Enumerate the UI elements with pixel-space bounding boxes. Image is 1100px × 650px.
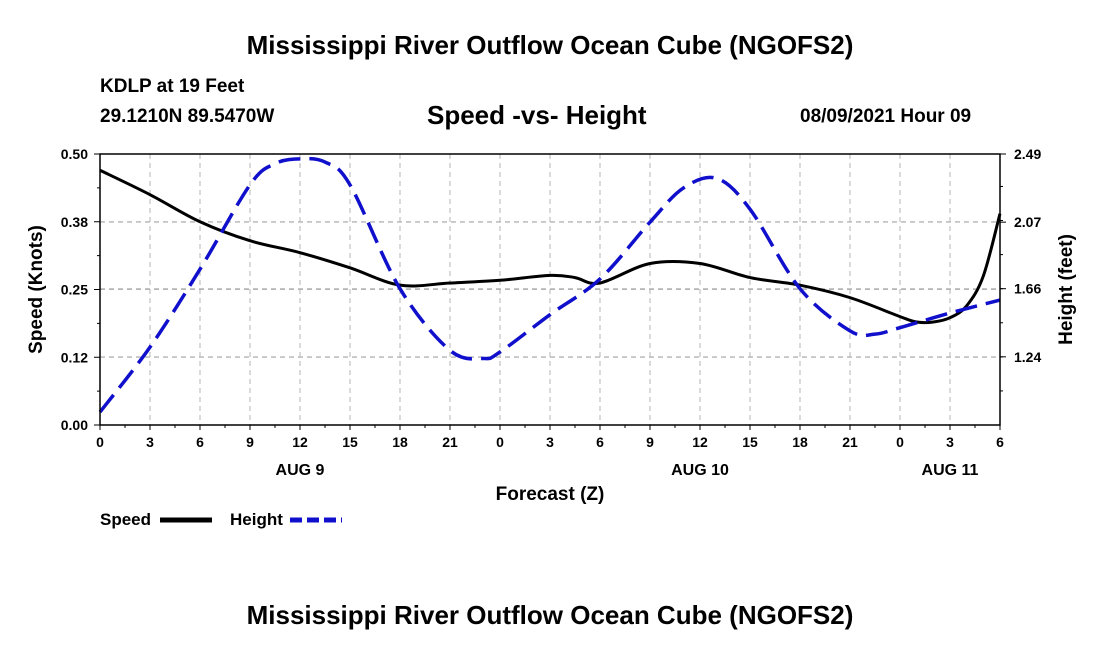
x-tick-label: 21 <box>442 434 458 450</box>
chart-subtitle: Speed -vs- Height <box>427 100 647 130</box>
y-tick-label: 0.38 <box>61 214 88 230</box>
data-series <box>98 156 1002 414</box>
y2-tick-label: 2.07 <box>1014 214 1041 230</box>
x-tick-label: 0 <box>496 434 504 450</box>
speed-series-line <box>99 168 1002 325</box>
grid <box>100 153 1000 425</box>
x-tick-label: 3 <box>146 434 154 450</box>
x-tick-label: 12 <box>292 434 308 450</box>
x-tick-label: 18 <box>392 434 408 450</box>
x-tick-label: 6 <box>596 434 604 450</box>
y2-axis-label: Height (feet) <box>1056 234 1077 345</box>
x-tick-label: 6 <box>196 434 204 450</box>
x-tick-label: 0 <box>896 434 904 450</box>
x-tick-label: 15 <box>742 434 758 450</box>
day-label: AUG 11 <box>922 462 979 479</box>
chart-title: Mississippi River Outflow Ocean Cube (NG… <box>246 30 854 60</box>
day-label: AUG 9 <box>276 462 325 479</box>
legend-speed-label: Speed <box>100 510 151 529</box>
y2-tick-label: 1.24 <box>1014 349 1041 365</box>
y-axis-label: Speed (Knots) <box>26 225 47 354</box>
x-tick-label: 6 <box>996 434 1004 450</box>
x-tick-label: 18 <box>792 434 808 450</box>
legend: Speed Height <box>100 510 342 529</box>
axes: Forecast (Z) Speed (Knots) Height (feet)… <box>26 146 1077 505</box>
height-series-line <box>98 156 1001 414</box>
x-axis-label: Forecast (Z) <box>496 484 605 505</box>
x-tick-label: 21 <box>842 434 858 450</box>
forecast-datetime: 08/09/2021 Hour 09 <box>800 106 972 127</box>
x-tick-label: 3 <box>946 434 954 450</box>
x-tick-label: 12 <box>692 434 708 450</box>
day-label: AUG 10 <box>671 462 729 479</box>
station-label: KDLP at 19 Feet <box>100 76 245 97</box>
x-tick-label: 15 <box>342 434 358 450</box>
x-tick-label: 9 <box>246 434 254 450</box>
x-tick-label: 9 <box>646 434 654 450</box>
y2-tick-label: 1.66 <box>1014 281 1041 297</box>
y-tick-label: 0.12 <box>61 349 88 365</box>
y-tick-label: 0.25 <box>61 282 88 298</box>
footer-title: Mississippi River Outflow Ocean Cube (NG… <box>246 600 854 630</box>
y-tick-label: 0.50 <box>61 146 88 162</box>
x-tick-label: 3 <box>546 434 554 450</box>
y-tick-label: 0.00 <box>61 417 88 433</box>
station-coordinates: 29.1210N 89.5470W <box>100 106 275 127</box>
legend-height-label: Height <box>230 510 283 529</box>
y2-tick-label: 2.49 <box>1014 146 1041 162</box>
x-tick-label: 0 <box>96 434 104 450</box>
